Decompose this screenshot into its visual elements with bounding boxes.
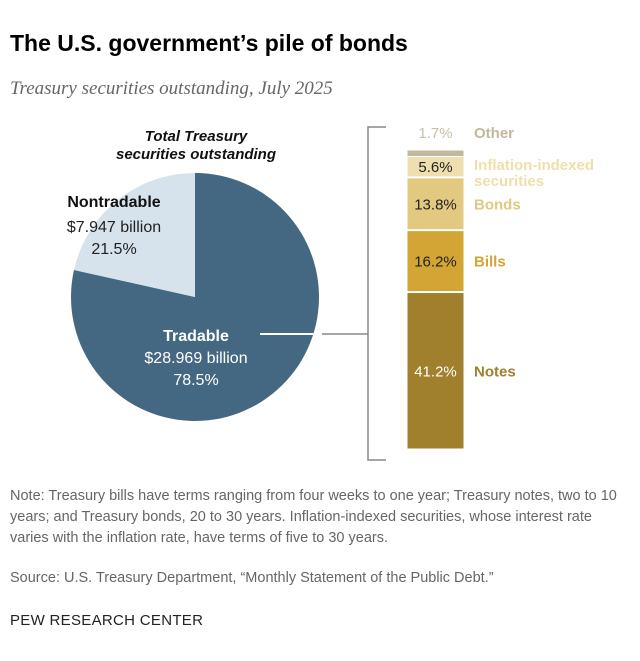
bar-segment-2 [406, 177, 465, 231]
bar-value-label: 16.2% [414, 254, 457, 271]
bar-name-label: Bills [474, 254, 506, 271]
tradable-label: Tradable [163, 328, 229, 345]
nontradable-percent: 21.5% [91, 241, 136, 258]
pie-title-line: Total Treasury [145, 128, 248, 145]
brand: PEW RESEARCH CENTER [10, 612, 204, 629]
bar-value-label: 41.2% [414, 363, 457, 380]
bar-segment-0 [406, 292, 465, 450]
tradable-percent: 78.5% [173, 372, 218, 389]
bar-value-label: 5.6% [418, 159, 452, 176]
pie-title-line: securities outstanding [116, 146, 276, 163]
nontradable-label: Nontradable [67, 194, 160, 211]
source: Source: U.S. Treasury Department, “Month… [10, 570, 494, 586]
bar-name-label: Notes [474, 363, 516, 380]
bar-segment-4 [406, 149, 465, 157]
chart-title: The U.S. government’s pile of bonds [10, 30, 408, 56]
bar-name-label: Bonds [474, 196, 521, 213]
bar-segment-1 [406, 230, 465, 293]
bar-name-label: securities [474, 173, 544, 190]
nontradable-amount: $7.947 billion [67, 219, 161, 236]
pie-slice-nontradable [73, 173, 195, 297]
bar-value-label: 1.7% [418, 125, 452, 142]
bar-value-label: 13.8% [414, 196, 457, 213]
bar-name-label: Inflation-indexed [474, 157, 594, 174]
tradable-amount: $28.969 billion [144, 350, 247, 367]
bracket [367, 126, 386, 461]
bar-name-label: Other [474, 125, 514, 142]
chart-subtitle: Treasury securities outstanding, July 20… [10, 78, 333, 99]
note: Note: Treasury bills have terms ranging … [10, 488, 617, 546]
